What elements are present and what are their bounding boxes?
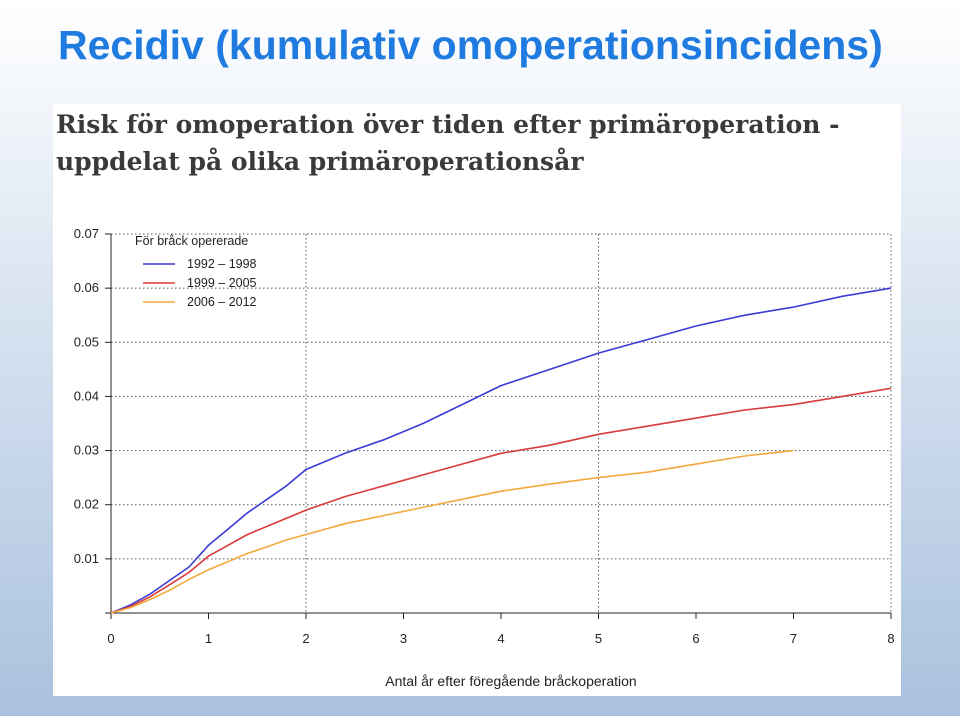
slide-title: Recidiv (kumulativ omoperationsincidens) (58, 22, 883, 68)
y-tick-label: 0.02 (74, 497, 99, 512)
x-tick-label: 8 (887, 631, 894, 646)
x-tick-label: 0 (107, 631, 114, 646)
y-tick-label: 0.07 (74, 226, 99, 241)
legend-title: För bråck opererade (135, 234, 248, 248)
series-line-3 (110, 449, 794, 614)
legend-label: 2006 – 2012 (187, 295, 257, 309)
y-tick-label: 0.04 (74, 388, 99, 403)
chart-plot: 0.01 0.02 0.03 0.04 0.05 0.06 0.07 0 1 2 3 4 5 6 7 8 Ant… (74, 226, 895, 689)
x-tick-label: 2 (302, 631, 309, 646)
chart-title-line-2: uppdelat på olika primäroperationsår (56, 147, 584, 176)
y-tick-label: 0.05 (74, 334, 99, 349)
x-tick-label: 7 (790, 631, 797, 646)
y-tick-label: 0.06 (74, 280, 99, 295)
legend-label: 1992 – 1998 (187, 257, 257, 271)
series-line-2 (110, 387, 892, 614)
y-tick-label: 0.03 (74, 443, 99, 458)
chart-title: Risk för omoperation över tiden efter pr… (56, 106, 896, 180)
legend-label: 1999 – 2005 (187, 276, 257, 290)
x-tick-label: 5 (595, 631, 602, 646)
x-tick-label: 3 (400, 631, 407, 646)
chart-figure: Risk för omoperation över tiden efter pr… (53, 104, 901, 696)
x-tick-label: 4 (497, 631, 504, 646)
series-line-1 (110, 287, 892, 614)
x-tick-label: 6 (692, 631, 699, 646)
y-tick-label: 0.01 (74, 551, 99, 566)
chart-title-line-1: Risk för omoperation över tiden efter pr… (56, 110, 840, 139)
x-tick-label: 1 (205, 631, 212, 646)
x-axis-label: Antal år efter föregående bråckoperation (385, 673, 636, 689)
